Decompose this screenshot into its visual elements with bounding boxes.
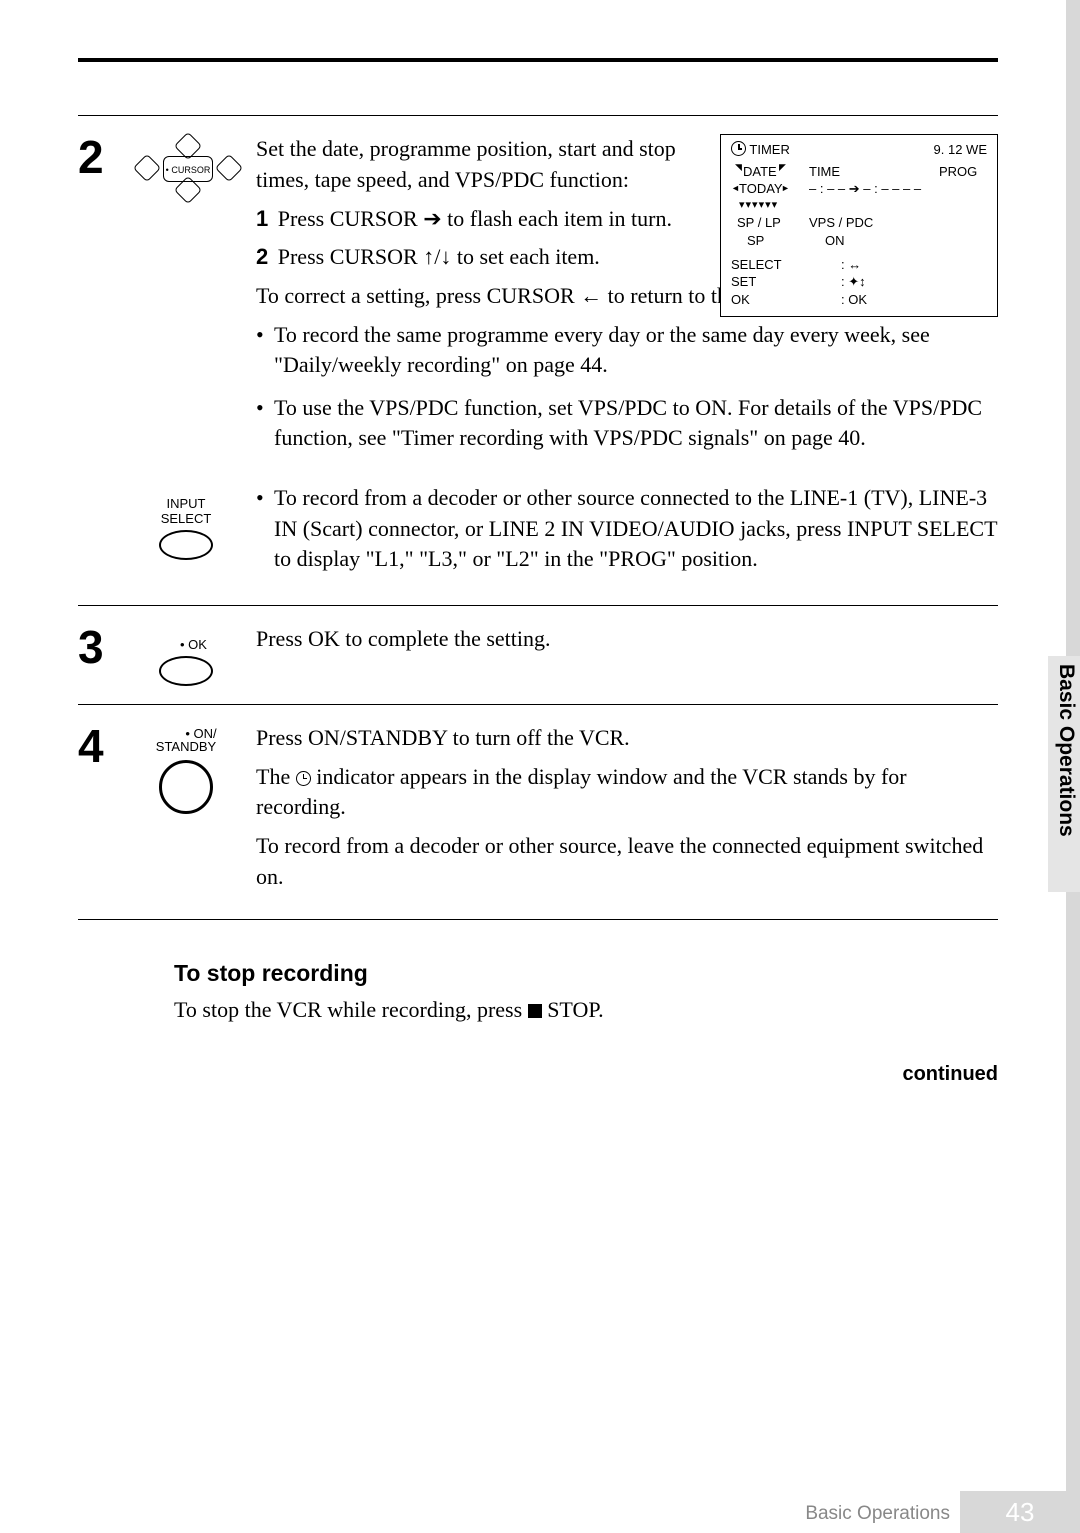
step4-line2a: The — [256, 764, 296, 789]
input-label-1: INPUT — [154, 497, 218, 511]
timer-prog-label: PROG — [939, 163, 977, 181]
continued-label: continued — [78, 1063, 998, 1086]
sub2-text-a: Press CURSOR — [278, 244, 423, 269]
correct-a: To correct a setting, press CURSOR — [256, 283, 580, 308]
step-3: 3 • OK Press OK to complete the setting. — [78, 606, 998, 704]
sub2-num: 2 — [256, 244, 268, 269]
input-select-button-diagram: INPUT SELECT — [154, 497, 218, 560]
timer-ok-value: : OK — [841, 291, 867, 309]
timer-arrows-row: ▾▾▾▾▾▾ — [731, 198, 809, 213]
cursor-pad-diagram: • CURSOR — [127, 138, 245, 198]
header-rule — [78, 58, 998, 62]
step4-line2: The indicator appears in the display win… — [256, 762, 998, 824]
step-2: 2 • CURSOR Set the date, programme posit… — [78, 116, 998, 483]
step2-bullet3: To record from a decoder or other source… — [256, 483, 998, 574]
step-number: 2 — [78, 134, 122, 465]
step2-bullet2: To use the VPS/PDC function, set VPS/PDC… — [256, 393, 998, 454]
step3-text: Press OK to complete the setting. — [256, 624, 998, 655]
timer-vpspdc-label: VPS / PDC — [809, 214, 873, 232]
side-tab-label: Basic Operations — [1054, 664, 1078, 837]
step4-line3: To record from a decoder or other source… — [256, 831, 998, 893]
step4-line1: Press ON/STANDBY to turn off the VCR. — [256, 723, 998, 754]
timer-select-label: SELECT — [731, 256, 841, 274]
timer-set-label: SET — [731, 273, 841, 291]
sub1-text-b: to flash each item in turn. — [442, 206, 672, 231]
timer-ok-label: OK — [731, 291, 841, 309]
oval-button-icon — [159, 656, 213, 686]
clock-icon — [731, 141, 746, 156]
sub1-text-a: Press CURSOR — [278, 206, 423, 231]
input-label-2: SELECT — [154, 512, 218, 526]
circle-button-icon — [159, 760, 213, 814]
timer-time-label: TIME — [809, 163, 939, 181]
timer-splp-label: SP / LP — [731, 214, 809, 232]
step4-line2b: indicator appears in the display window … — [256, 764, 907, 820]
step-4: 4 • ON/ STANDBY Press ON/STANDBY to turn… — [78, 705, 998, 919]
timer-header-right: 9. 12 WE — [934, 141, 987, 159]
step2-intro: Set the date, programme position, start … — [256, 134, 676, 196]
stop-text-a: To stop the VCR while recording, press — [174, 997, 528, 1022]
ok-label: • OK — [154, 638, 218, 652]
timer-dashes: – : – – ➔ – : – – – – — [809, 180, 921, 198]
step2-input-row: INPUT SELECT To record from a decoder or… — [78, 483, 998, 604]
cursor-center-label: • CURSOR — [163, 156, 213, 182]
timer-sp-value: SP — [731, 232, 809, 250]
step-number: 4 — [78, 723, 122, 901]
timer-on-value: ON — [809, 232, 845, 250]
timer-osd-box: TIMER 9. 12 WE ◥ DATE ◤ TIME PROG ◄ TODA — [720, 134, 998, 317]
standby-button-diagram: • ON/ STANDBY — [155, 727, 216, 814]
divider — [78, 919, 998, 920]
stop-square-icon — [528, 1004, 542, 1018]
timer-header-left: TIMER — [731, 141, 790, 159]
oval-button-icon — [159, 530, 213, 560]
standby-label-2: STANDBY — [155, 740, 216, 754]
stop-recording-text: To stop the VCR while recording, press S… — [174, 997, 998, 1023]
sub2-text-b: to set each item. — [451, 244, 599, 269]
ok-button-diagram: • OK — [154, 638, 218, 686]
footer-page-number: 43 — [960, 1491, 1080, 1533]
timer-set-arrows: : ✦↕ — [841, 273, 866, 291]
stop-recording-heading: To stop recording — [174, 960, 998, 987]
standby-label-1: • ON/ — [155, 727, 216, 741]
step-number: 3 — [78, 624, 122, 686]
timer-select-arrows: : ↔ — [841, 256, 861, 274]
sub1-num: 1 — [256, 206, 268, 231]
footer-section-label: Basic Operations — [805, 1503, 950, 1525]
clock-icon — [296, 771, 311, 786]
step2-bullet1: To record the same programme every day o… — [256, 320, 998, 381]
stop-text-b: STOP. — [542, 997, 604, 1022]
